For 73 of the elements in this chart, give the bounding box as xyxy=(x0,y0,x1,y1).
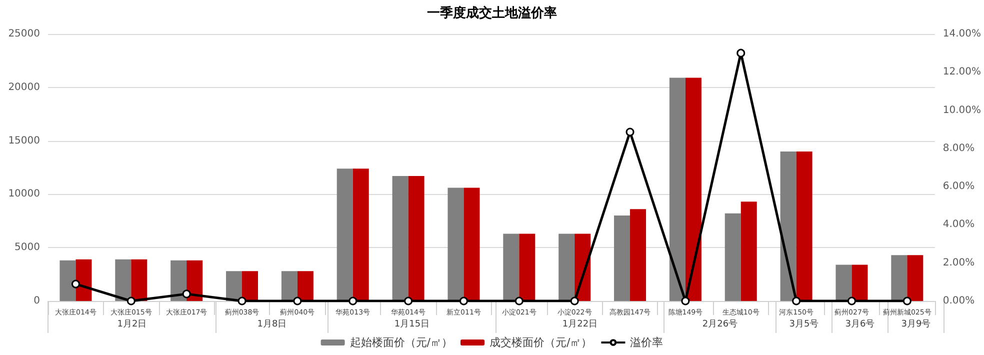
point xyxy=(404,296,413,306)
text: 3月6号 xyxy=(845,318,875,330)
text: 1月15日 xyxy=(394,320,430,330)
bar xyxy=(503,234,520,301)
point xyxy=(570,296,579,306)
bar xyxy=(115,259,132,301)
y2-tick-label: 6.00% xyxy=(942,181,975,192)
y2-tick-label: 10.00% xyxy=(942,104,982,116)
bar xyxy=(519,234,536,301)
y-tick-label: 15000 xyxy=(8,135,40,146)
bar xyxy=(836,264,852,301)
bar xyxy=(281,271,298,301)
bar xyxy=(242,271,258,301)
bar xyxy=(891,255,908,301)
text: 1月22日 xyxy=(562,320,598,330)
bar xyxy=(186,260,203,301)
y2-tick-label: 4.00% xyxy=(942,219,975,230)
text: 3月5号 xyxy=(789,318,819,330)
bar xyxy=(131,259,148,301)
chart-title: 一季度成交土地溢价率 xyxy=(427,5,557,21)
bar xyxy=(558,234,575,301)
point xyxy=(681,296,690,306)
y-tick-label: 20000 xyxy=(8,82,40,93)
y2-tick-label: 12.00% xyxy=(942,66,982,78)
point xyxy=(126,296,136,306)
bar xyxy=(297,271,314,301)
bar xyxy=(336,168,353,301)
point xyxy=(71,280,80,288)
bar xyxy=(170,260,187,301)
point xyxy=(293,296,302,306)
text: 3月9号 xyxy=(901,318,931,330)
y2-tick-label: 2.00% xyxy=(942,257,975,268)
y-tick-label: 0 xyxy=(34,296,40,306)
y2-tick-label: 14.00% xyxy=(942,28,982,40)
text: 1月8日 xyxy=(257,320,287,330)
bar xyxy=(60,260,76,301)
bar xyxy=(669,78,686,301)
bar xyxy=(685,78,702,301)
bar xyxy=(464,188,480,301)
point xyxy=(626,128,634,136)
bar xyxy=(630,209,646,301)
y-tick-label: 10000 xyxy=(8,188,40,200)
y-tick-label: 5000 xyxy=(14,242,40,254)
legend-label: 起始楼面价（元/㎡） xyxy=(350,336,453,349)
point xyxy=(902,296,912,306)
bar xyxy=(780,151,796,301)
bar xyxy=(76,259,92,301)
bar xyxy=(448,188,464,301)
point xyxy=(514,296,524,306)
bar xyxy=(226,271,242,301)
text: 1月2日 xyxy=(117,320,147,330)
bar xyxy=(392,176,408,301)
y2-tick-label: 0.00% xyxy=(942,296,975,306)
bar xyxy=(408,176,424,301)
bar xyxy=(852,264,868,301)
y2-tick-label: 8.00% xyxy=(942,142,975,154)
bar xyxy=(614,216,630,301)
bar xyxy=(724,213,741,301)
legend-label: 溢价率 xyxy=(630,336,664,349)
point xyxy=(348,296,358,306)
bar xyxy=(907,255,924,301)
point xyxy=(238,296,246,306)
point xyxy=(459,296,468,306)
point xyxy=(182,290,191,298)
bar xyxy=(352,168,369,301)
text: 2月26号 xyxy=(702,318,738,330)
point xyxy=(792,296,801,306)
point xyxy=(847,296,856,306)
bar xyxy=(796,151,812,301)
y-tick-label: 25000 xyxy=(8,28,40,40)
bar xyxy=(740,202,757,301)
legend-label: 成交楼面价（元/㎡） xyxy=(490,336,592,349)
point xyxy=(736,48,746,58)
